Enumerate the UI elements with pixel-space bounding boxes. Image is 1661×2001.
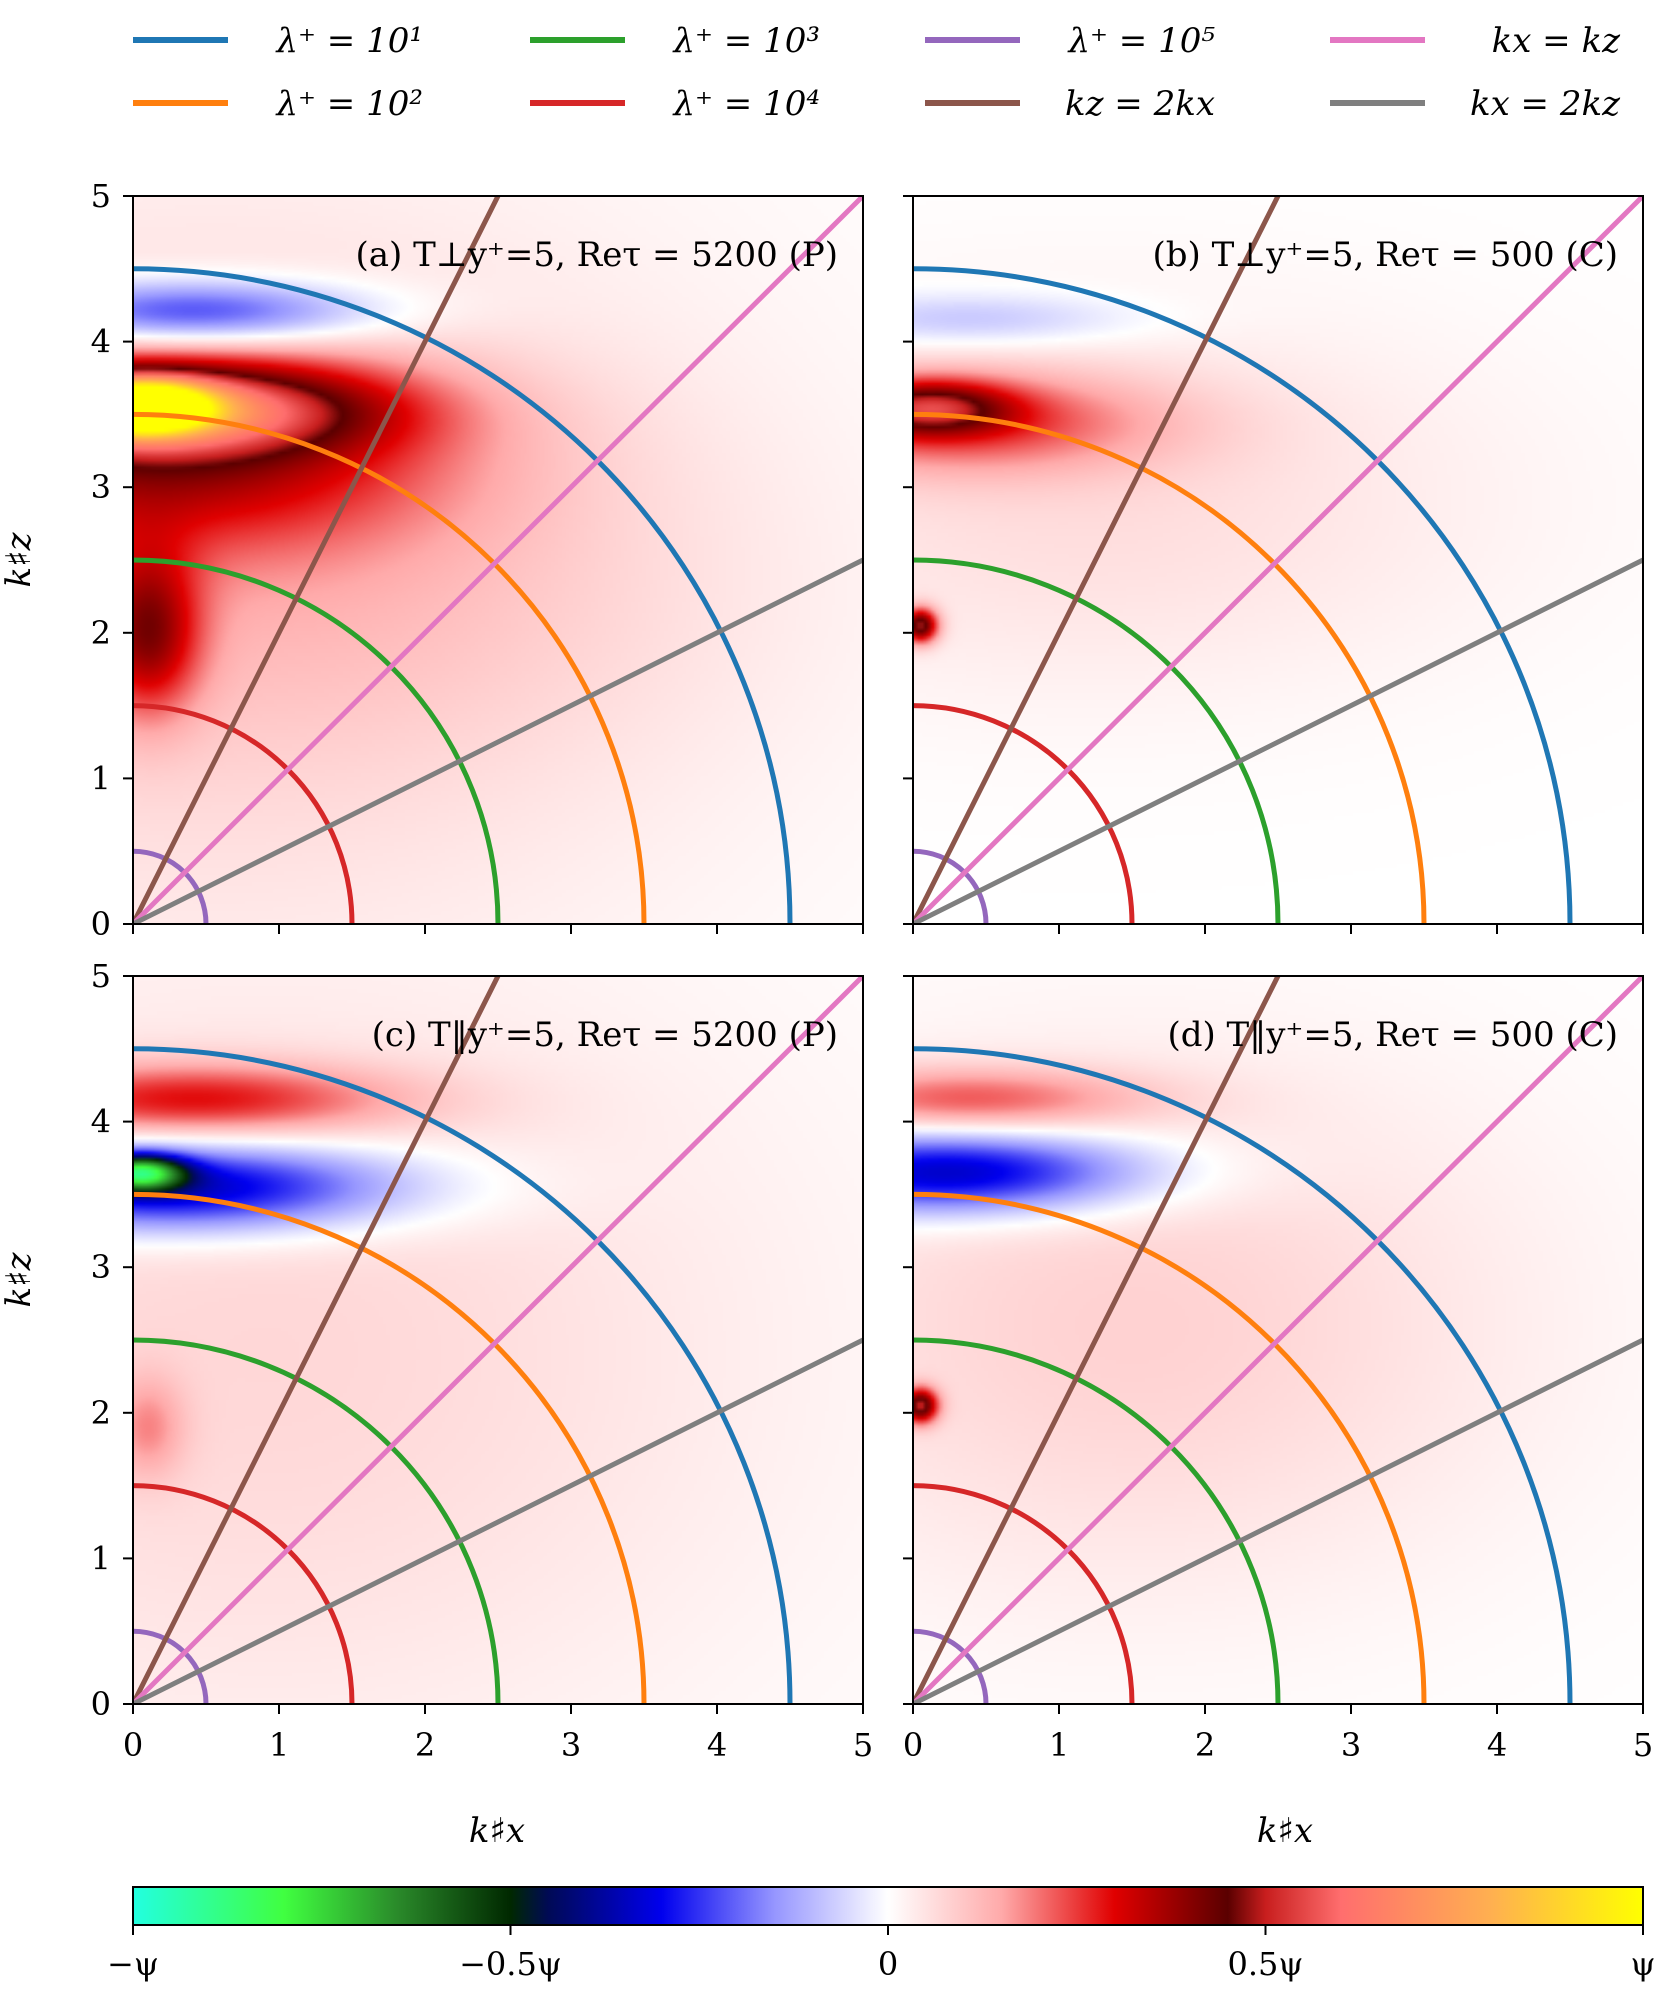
panel-3: 0 1 2 3 4 5 (d) T‖y⁺=5, Reτ = 500 (C) (903, 975, 1653, 1764)
panel-frame (912, 975, 1644, 1705)
x-axis-label-right: k♯x (1257, 1811, 1313, 1851)
y-tick-label: 0 (91, 1685, 111, 1723)
y-tick-label: 3 (91, 468, 111, 506)
reference-line (913, 976, 1643, 1704)
y-axis-label-top: k♯z (0, 531, 39, 587)
reference-line (913, 1337, 1643, 1704)
x-tick-label: 2 (1195, 1726, 1215, 1764)
legend-label: λ⁺ = 10⁴ (672, 84, 821, 124)
y-tick-label: 5 (91, 177, 111, 215)
x-tick-label: 3 (561, 1726, 581, 1764)
reference-line (913, 557, 1643, 924)
x-tick-label: 5 (853, 1726, 873, 1764)
colorbar-gradient (132, 1886, 1644, 1926)
legend-label: λ⁺ = 10³ (672, 21, 821, 61)
panel-label: (c) T‖y⁺=5, Reτ = 5200 (P) (372, 1015, 838, 1055)
reference-line (913, 196, 1281, 924)
x-tick-label: 4 (1487, 1726, 1507, 1764)
x-tick-label: 1 (269, 1726, 289, 1764)
panel-label: (b) T⊥y⁺=5, Reτ = 500 (C) (1152, 235, 1618, 275)
y-tick-label: 0 (91, 905, 111, 943)
y-tick-label: 4 (91, 323, 111, 361)
panels: 0 1 2 3 4 5 (a) T⊥y⁺=5, Reτ = 5200 (P) (b) T⊥y⁺… (91, 177, 1654, 1764)
colorbar-ticks: −ψ −0.5ψ 0 0.5ψ ψ (107, 1925, 1656, 1983)
reference-line (133, 976, 863, 1704)
x-tick-label: 0 (903, 1726, 923, 1764)
legend: λ⁺ = 10¹ λ⁺ = 10³ λ⁺ = 10⁵ kx = kz λ⁺ = 10² λ… (133, 21, 1621, 124)
x-tick-label: 2 (415, 1726, 435, 1764)
colorbar-tick-label: −0.5ψ (459, 1945, 562, 1983)
legend-label: kx = kz (1492, 21, 1621, 61)
reference-line (133, 196, 501, 924)
y-tick-label: 4 (91, 1103, 111, 1141)
colorbar-tick-label: 0.5ψ (1228, 1945, 1304, 1983)
legend-label: kz = 2kx (1065, 84, 1215, 124)
y-tick-label: 1 (91, 759, 111, 797)
legend-label: λ⁺ = 10² (275, 84, 424, 124)
y-tick-label: 5 (91, 957, 111, 995)
y-tick-label: 1 (91, 1539, 111, 1577)
reference-line (133, 976, 501, 1704)
legend-label: kx = 2kz (1470, 84, 1621, 124)
x-tick-label: 1 (1049, 1726, 1069, 1764)
panel-frame (912, 195, 1644, 925)
colorbar-tick-label: ψ (1630, 1945, 1655, 1983)
y-tick-label: 2 (91, 614, 111, 652)
x-axis-label-left: k♯x (469, 1811, 525, 1851)
panel-frame (132, 195, 864, 925)
y-tick-label: 3 (91, 1248, 111, 1286)
legend-label: λ⁺ = 10⁵ (1067, 21, 1216, 61)
y-tick-label: 2 (91, 1394, 111, 1432)
panel-frame (132, 975, 864, 1705)
panel-2: 0 1 2 3 4 5 0 1 2 3 4 5 (c) T‖y⁺=5, Reτ = 5200 (P) (91, 957, 874, 1764)
reference-line (913, 196, 1643, 924)
x-tick-label: 4 (707, 1726, 727, 1764)
x-tick-label: 3 (1341, 1726, 1361, 1764)
reference-line (133, 196, 863, 924)
axis-labels: k♯z k♯z k♯x k♯x (0, 531, 1313, 1851)
panel-0: 0 1 2 3 4 5 (a) T⊥y⁺=5, Reτ = 5200 (P) (91, 177, 864, 943)
reference-line (133, 1337, 863, 1704)
panel-1: (b) T⊥y⁺=5, Reτ = 500 (C) (903, 195, 1644, 934)
reference-line (913, 976, 1281, 1704)
panel-label: (d) T‖y⁺=5, Reτ = 500 (C) (1167, 1015, 1618, 1055)
x-tick-label: 0 (123, 1726, 143, 1764)
colorbar-tick-label: 0 (878, 1945, 898, 1983)
reference-line (133, 557, 863, 924)
colorbar: −ψ −0.5ψ 0 0.5ψ ψ (107, 1886, 1656, 1983)
y-axis-label-bottom: k♯z (0, 1251, 39, 1307)
colorbar-tick-label: −ψ (107, 1945, 159, 1983)
x-tick-label: 5 (1633, 1726, 1653, 1764)
legend-label: λ⁺ = 10¹ (275, 21, 424, 61)
panel-label: (a) T⊥y⁺=5, Reτ = 5200 (P) (355, 235, 838, 275)
